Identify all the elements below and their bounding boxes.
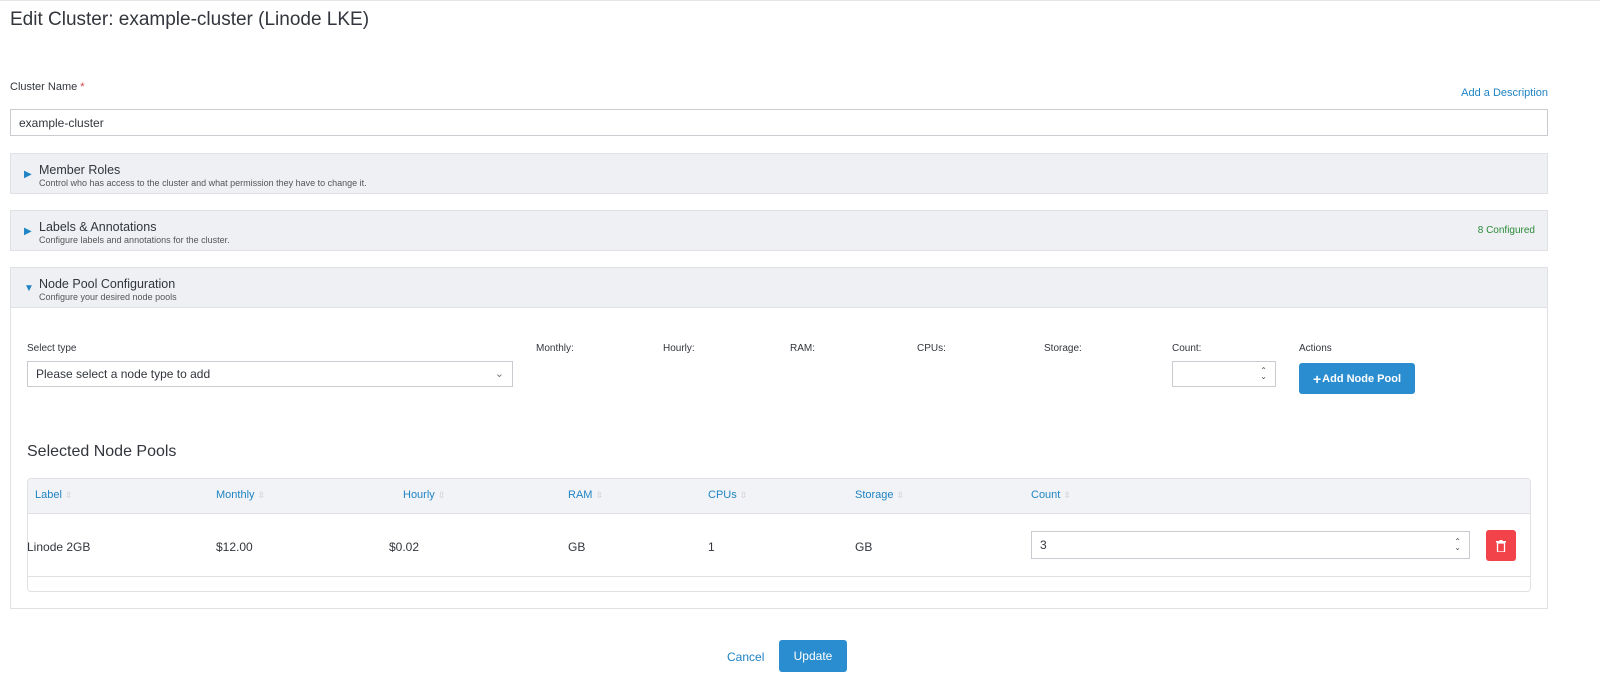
selected-node-pools-heading: Selected Node Pools — [27, 443, 177, 460]
monthly-label: Monthly: — [536, 343, 574, 354]
accordion-member-roles[interactable]: ▶ Member Roles Control who has access to… — [10, 153, 1548, 194]
sort-icon: ⇳ — [896, 490, 905, 500]
expand-triangle-icon: ▶ — [24, 169, 32, 180]
stepper-icon[interactable]: ⌃ ⌄ — [1454, 537, 1461, 552]
sort-icon: ⇳ — [595, 490, 603, 500]
update-button[interactable]: Update — [779, 640, 847, 672]
cell-hourly: $0.02 — [389, 540, 420, 554]
trash-icon — [1496, 539, 1506, 552]
plus-icon: + — [1312, 370, 1322, 387]
sort-icon: ⇳ — [437, 490, 446, 500]
collapse-triangle-icon: ▼ — [24, 283, 34, 294]
th-label[interactable]: Label ⇳ — [35, 489, 73, 501]
sort-icon: ⇳ — [739, 490, 748, 500]
count-value: 3 — [1040, 538, 1047, 552]
hourly-label: Hourly: — [663, 343, 695, 354]
cell-label: Linode 2GB — [27, 540, 91, 554]
add-description-link[interactable]: Add a Description — [1461, 87, 1548, 99]
cell-cpus: 1 — [708, 540, 715, 554]
ram-label: RAM: — [790, 343, 815, 354]
sort-icon: ⇳ — [1063, 490, 1071, 500]
actions-label: Actions — [1299, 343, 1332, 354]
section-title: Labels & Annotations — [39, 220, 157, 234]
cancel-button[interactable]: Cancel — [727, 650, 765, 664]
th-ram[interactable]: RAM ⇳ — [568, 489, 603, 501]
section-subtitle: Control who has access to the cluster an… — [39, 178, 367, 188]
th-count[interactable]: Count ⇳ — [1031, 489, 1071, 501]
delete-pool-button[interactable] — [1486, 530, 1516, 561]
cell-storage: GB — [855, 540, 873, 554]
chevron-down-icon: ⌄ — [494, 368, 504, 380]
th-cpus[interactable]: CPUs ⇳ — [708, 489, 748, 501]
select-placeholder: Please select a node type to add — [36, 367, 211, 381]
th-monthly[interactable]: Monthly ⇳ — [216, 489, 266, 501]
accordion-node-pool-configuration[interactable]: ▼ Node Pool Configuration Configure your… — [10, 267, 1548, 308]
th-hourly[interactable]: Hourly ⇳ — [403, 489, 446, 501]
section-title: Member Roles — [39, 163, 121, 177]
button-label: Add Node Pool — [1322, 372, 1401, 385]
add-node-pool-button[interactable]: + Add Node Pool — [1299, 363, 1415, 394]
node-type-select[interactable]: Please select a node type to add ⌄ — [27, 361, 513, 387]
section-subtitle: Configure your desired node pools — [39, 292, 177, 302]
stepper-icon[interactable]: ⌃ ⌄ — [1260, 366, 1267, 381]
cpus-label: CPUs: — [917, 343, 946, 354]
cluster-name-label: Cluster Name * — [10, 81, 85, 93]
cell-ram: GB — [568, 540, 586, 554]
sort-icon: ⇳ — [257, 490, 266, 500]
count-input[interactable]: ⌃ ⌄ — [1172, 361, 1276, 387]
configured-badge: 8 Configured — [1477, 225, 1535, 236]
cluster-name-input[interactable]: example-cluster — [10, 109, 1548, 136]
count-label: Count: — [1172, 343, 1202, 354]
row-count-input[interactable]: 3 ⌃ ⌄ — [1031, 531, 1470, 559]
node-pools-table — [27, 478, 1531, 592]
accordion-labels-annotations[interactable]: ▶ Labels & Annotations Configure labels … — [10, 210, 1548, 251]
sort-icon: ⇳ — [64, 490, 73, 500]
select-type-label: Select type — [27, 343, 77, 354]
cell-monthly: $12.00 — [216, 540, 253, 554]
page-title: Edit Cluster: example-cluster (Linode LK… — [10, 9, 370, 30]
expand-triangle-icon: ▶ — [24, 226, 32, 237]
section-subtitle: Configure labels and annotations for the… — [39, 235, 230, 245]
storage-label: Storage: — [1044, 343, 1082, 354]
node-pool-body — [10, 307, 1548, 609]
th-storage[interactable]: Storage ⇳ — [855, 489, 905, 501]
section-title: Node Pool Configuration — [39, 277, 176, 291]
